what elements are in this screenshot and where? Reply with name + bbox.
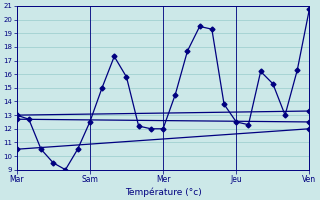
X-axis label: Température (°c): Température (°c): [125, 187, 201, 197]
